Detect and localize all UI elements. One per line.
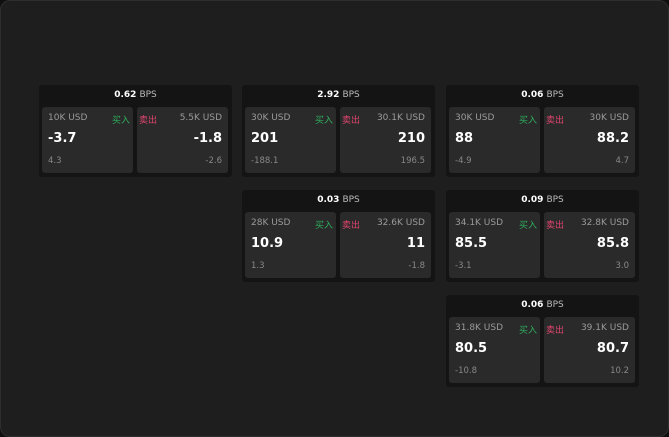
sell-price: 80.7 — [596, 341, 629, 356]
buy-price: 88 — [455, 131, 474, 146]
sell-amount: 32.8K USD — [580, 218, 629, 228]
sell-label: 卖出 — [139, 116, 158, 126]
sell-change: 4.7 — [615, 156, 629, 166]
spread-header: 0.06 BPS — [446, 85, 639, 105]
sell-label: 卖出 — [342, 116, 361, 126]
buy-amount: 28K USD — [251, 218, 291, 228]
sell-amount: 5.5K USD — [179, 113, 222, 123]
buy-label: 买入 — [111, 116, 130, 126]
sell-price: 85.8 — [596, 236, 629, 251]
sell-change: 196.5 — [400, 156, 425, 166]
buy-label: 买入 — [518, 326, 537, 336]
sell-price: 11 — [406, 236, 425, 251]
spread-value: 0.03 — [317, 195, 340, 205]
quote-card: 0.06 BPS 31.8K USD 买入 80.5 -10.8 卖出 39.1K… — [446, 295, 639, 387]
sell-label: 卖出 — [546, 326, 565, 336]
buy-label: 买入 — [314, 221, 333, 231]
buy-change: -3.1 — [455, 261, 472, 271]
quote-card: 0.09 BPS 34.1K USD 买入 85.5 -3.1 卖出 32.8K … — [446, 190, 639, 282]
sell-button[interactable]: 卖出 32.6K USD 11 -1.8 — [340, 212, 431, 278]
quote-card: 0.03 BPS 28K USD 买入 10.9 1.3 卖出 32.6K USD… — [242, 190, 435, 282]
sell-button[interactable]: 卖出 39.1K USD 80.7 10.2 — [544, 317, 635, 383]
sell-price: 88.2 — [596, 131, 629, 146]
buy-button[interactable]: 31.8K USD 买入 80.5 -10.8 — [449, 317, 540, 383]
buy-price: -3.7 — [48, 131, 77, 146]
spread-header: 0.09 BPS — [446, 190, 639, 210]
buy-amount: 34.1K USD — [455, 218, 504, 228]
buy-price: 201 — [251, 131, 279, 146]
buy-change: 4.3 — [48, 156, 62, 166]
buy-amount: 10K USD — [48, 113, 88, 123]
sell-change: 10.2 — [610, 366, 629, 376]
spread-header: 2.92 BPS — [242, 85, 435, 105]
spread-unit: BPS — [342, 90, 360, 100]
spread-value: 2.92 — [317, 90, 340, 100]
sell-button[interactable]: 卖出 30K USD 88.2 4.7 — [544, 107, 635, 173]
spread-unit: BPS — [546, 300, 564, 310]
spread-unit: BPS — [546, 90, 564, 100]
buy-price: 85.5 — [455, 236, 488, 251]
buy-price: 80.5 — [455, 341, 488, 356]
spread-unit: BPS — [139, 90, 157, 100]
buy-button[interactable]: 30K USD 买入 88 -4.9 — [449, 107, 540, 173]
sell-price: 210 — [397, 131, 425, 146]
buy-button[interactable]: 34.1K USD 买入 85.5 -3.1 — [449, 212, 540, 278]
buy-price: 10.9 — [251, 236, 284, 251]
sell-amount: 30K USD — [589, 113, 629, 123]
buy-button[interactable]: 30K USD 买入 201 -188.1 — [245, 107, 336, 173]
sell-button[interactable]: 卖出 5.5K USD -1.8 -2.6 — [137, 107, 228, 173]
sell-amount: 30.1K USD — [376, 113, 425, 123]
buy-amount: 30K USD — [455, 113, 495, 123]
spread-unit: BPS — [342, 195, 360, 205]
sell-amount: 32.6K USD — [376, 218, 425, 228]
quote-card: 0.06 BPS 30K USD 买入 88 -4.9 卖出 30K USD 88… — [446, 85, 639, 177]
sell-change: 3.0 — [615, 261, 629, 271]
spread-value: 0.06 — [521, 90, 544, 100]
buy-amount: 30K USD — [251, 113, 291, 123]
sell-button[interactable]: 卖出 32.8K USD 85.8 3.0 — [544, 212, 635, 278]
spread-value: 0.09 — [521, 195, 544, 205]
quote-card: 2.92 BPS 30K USD 买入 201 -188.1 卖出 30.1K U… — [242, 85, 435, 177]
spread-header: 0.03 BPS — [242, 190, 435, 210]
sell-change: -1.8 — [408, 261, 425, 271]
buy-label: 买入 — [518, 116, 537, 126]
sell-label: 卖出 — [546, 221, 565, 231]
buy-change: -10.8 — [455, 366, 477, 376]
spread-unit: BPS — [546, 195, 564, 205]
spread-header: 0.06 BPS — [446, 295, 639, 315]
sell-label: 卖出 — [546, 116, 565, 126]
buy-button[interactable]: 10K USD 买入 -3.7 4.3 — [42, 107, 133, 173]
buy-label: 买入 — [518, 221, 537, 231]
sell-amount: 39.1K USD — [580, 323, 629, 333]
buy-change: 1.3 — [251, 261, 265, 271]
buy-button[interactable]: 28K USD 买入 10.9 1.3 — [245, 212, 336, 278]
sell-button[interactable]: 卖出 30.1K USD 210 196.5 — [340, 107, 431, 173]
buy-change: -4.9 — [455, 156, 472, 166]
spread-value: 0.62 — [114, 90, 137, 100]
sell-label: 卖出 — [342, 221, 361, 231]
buy-amount: 31.8K USD — [455, 323, 504, 333]
buy-label: 买入 — [314, 116, 333, 126]
sell-change: -2.6 — [205, 156, 222, 166]
spread-header: 0.62 BPS — [39, 85, 232, 105]
buy-change: -188.1 — [251, 156, 279, 166]
quote-card: 0.62 BPS 10K USD 买入 -3.7 4.3 卖出 5.5K USD … — [39, 85, 232, 177]
spread-value: 0.06 — [521, 300, 544, 310]
sell-price: -1.8 — [193, 131, 222, 146]
